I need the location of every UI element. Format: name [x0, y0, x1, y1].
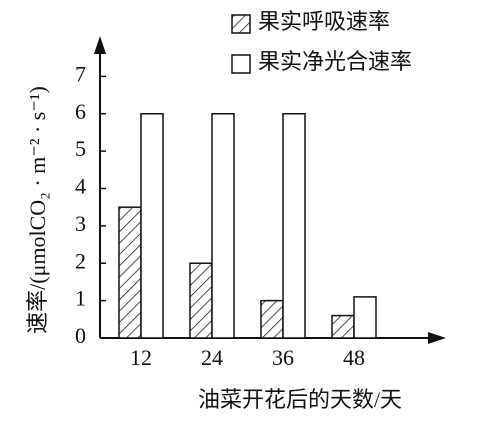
bar — [140, 113, 164, 339]
y-tick-label: 4 — [75, 174, 86, 199]
legend-swatch — [231, 14, 251, 34]
y-tick-label: 5 — [75, 136, 86, 161]
legend-label: 果实呼吸速率 — [258, 9, 390, 34]
x-axis-label: 油菜开花后的天数/天 — [198, 387, 402, 412]
x-tick-label: 48 — [343, 345, 365, 370]
y-tick-label: 6 — [75, 99, 86, 124]
bar — [189, 262, 213, 339]
y-tick-label: 3 — [75, 211, 86, 236]
bar — [331, 314, 355, 339]
x-tick-label: 24 — [201, 345, 223, 370]
y-tick-label: 1 — [75, 286, 86, 311]
legend-swatch — [231, 54, 251, 74]
bar — [211, 113, 235, 339]
y-axis-arrow — [94, 36, 106, 54]
bar — [260, 299, 284, 339]
x-tick-label: 36 — [272, 345, 294, 370]
y-tick-label: 2 — [75, 248, 86, 273]
legend-label: 果实净光合速率 — [258, 49, 412, 74]
bar — [118, 206, 142, 339]
y-axis-label: 速率/(μmolCO₂ · m⁻² · s⁻¹) — [25, 86, 50, 334]
y-tick-label: 0 — [75, 323, 86, 348]
bar — [282, 113, 306, 339]
bar — [353, 296, 377, 339]
x-tick-label: 12 — [130, 345, 152, 370]
x-axis-arrow — [428, 332, 446, 344]
y-tick-label: 7 — [75, 61, 86, 86]
